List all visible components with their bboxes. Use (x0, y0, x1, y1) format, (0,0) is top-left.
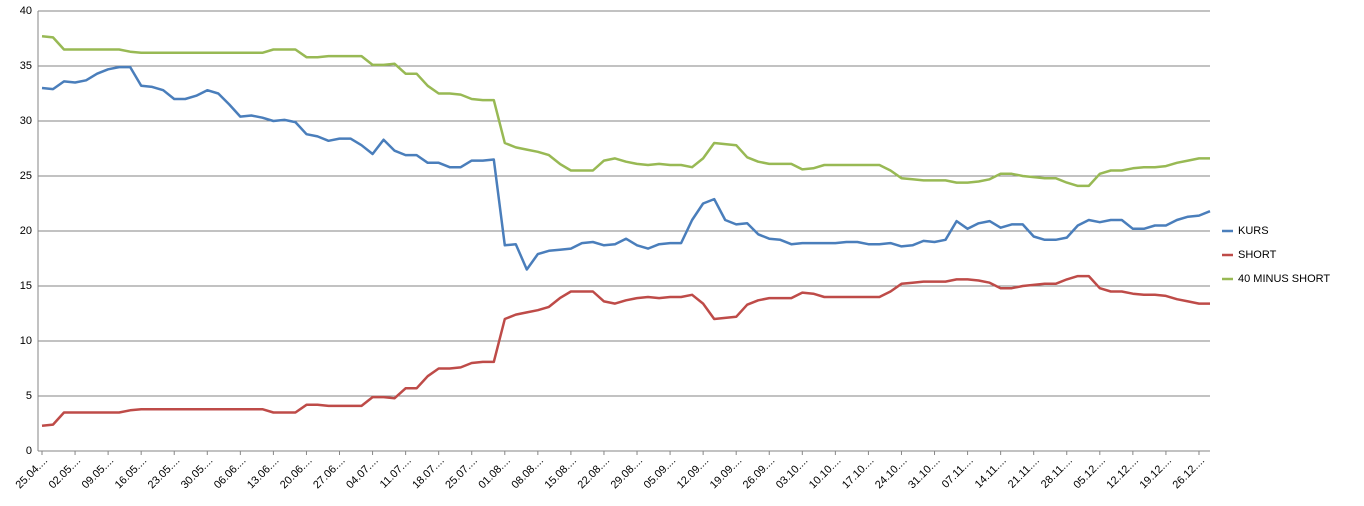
y-tick-label: 0 (26, 445, 32, 457)
legend-label: 40 MINUS SHORT (1238, 273, 1330, 285)
x-tick-label: 16.05.... (113, 455, 150, 492)
x-tick-label: 18.07.... (410, 455, 447, 492)
x-tick-label: 25.07.... (443, 455, 480, 492)
x-tick-label: 04.07.... (344, 455, 381, 492)
x-tick-label: 26.12.... (1171, 455, 1208, 492)
x-tick-label: 14.11.... (973, 455, 1009, 491)
legend-label: KURS (1238, 225, 1269, 237)
x-tick-label: 31.10.... (906, 455, 943, 492)
y-tick-label: 20 (20, 225, 32, 237)
y-tick-label: 5 (26, 390, 32, 402)
line-series (41, 274, 1210, 427)
x-tick-label: 08.08.... (509, 455, 546, 492)
x-tick-label: 24.10.... (873, 455, 910, 492)
x-tick-label: 17.10.... (840, 455, 877, 492)
x-tick-label: 19.09.... (708, 455, 745, 492)
x-tick-label: 06.06.... (212, 455, 249, 492)
x-tick-label: 28.11.... (1039, 455, 1075, 491)
y-tick-label: 35 (20, 60, 32, 72)
x-tick-label: 05.12.... (1071, 455, 1108, 492)
legend-label: SHORT (1238, 249, 1277, 261)
x-tick-label: 27.06.... (311, 455, 348, 492)
x-tick-label: 13.06.... (245, 455, 282, 492)
x-tick-label: 11.07.... (378, 455, 414, 491)
x-tick-label: 01.08.... (476, 455, 513, 492)
x-tick-label: 07.11.... (940, 455, 976, 491)
line-series (41, 65, 1211, 271)
x-tick-label: 23.05.... (146, 455, 183, 492)
x-tick-label: 12.12.... (1104, 455, 1141, 492)
y-tick-label: 25 (20, 170, 32, 182)
x-tick-label: 12.09.... (675, 455, 712, 492)
x-tick-label: 19.12.... (1137, 455, 1174, 492)
x-tick-label: 03.10.... (774, 455, 811, 492)
x-tick-label: 29.08.... (609, 455, 646, 492)
x-tick-label: 22.08.... (576, 455, 613, 492)
x-tick-label: 02.05.... (47, 455, 84, 492)
x-tick-label: 21.11.... (1006, 455, 1042, 491)
x-tick-label: 25.04.... (14, 455, 51, 492)
x-tick-label: 30.05.... (179, 455, 216, 492)
y-tick-label: 10 (20, 335, 32, 347)
x-tick-label: 26.09.... (741, 455, 778, 492)
x-tick-label: 09.05.... (80, 455, 117, 492)
x-tick-label: 10.10.... (807, 455, 844, 492)
x-tick-label: 15.08.... (542, 455, 579, 492)
y-tick-label: 30 (20, 115, 32, 127)
y-tick-label: 40 (20, 5, 32, 17)
line-series (41, 35, 1210, 188)
x-tick-label: 05.09.... (642, 455, 679, 492)
y-tick-label: 15 (20, 280, 32, 292)
x-tick-label: 20.06.... (278, 455, 315, 492)
